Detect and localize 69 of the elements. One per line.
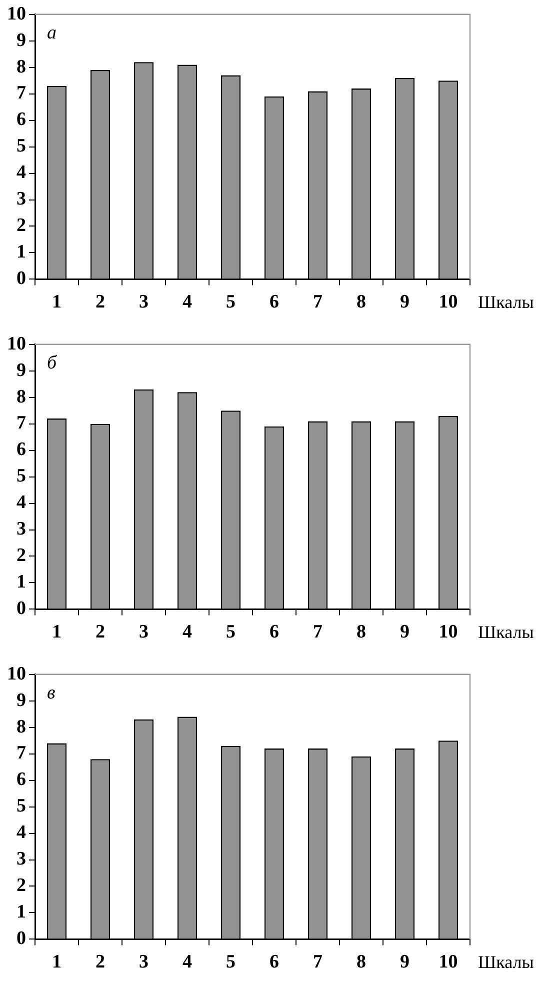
y-tick-label: 4 — [16, 492, 26, 514]
x-tick-label: 9 — [400, 622, 410, 643]
chart-title: а — [47, 22, 56, 44]
chart-title: б — [47, 352, 58, 374]
x-tick-label: 1 — [52, 952, 62, 973]
x-tick-label: 1 — [52, 622, 62, 643]
x-tick-label: 8 — [356, 952, 366, 973]
y-tick-label: 2 — [16, 215, 26, 236]
y-tick-label: 7 — [16, 82, 26, 104]
x-tick-label: 3 — [139, 952, 148, 973]
y-tick-label: 10 — [7, 3, 26, 24]
x-tick-label: 5 — [226, 952, 236, 973]
x-tick-label: 7 — [313, 952, 323, 973]
y-tick-label: 8 — [16, 56, 26, 78]
y-tick-label: 8 — [16, 386, 26, 408]
y-tick-label: 5 — [16, 466, 26, 487]
y-tick-label: 3 — [16, 188, 26, 210]
y-tick-label: 0 — [16, 268, 26, 290]
x-tick-label: 5 — [226, 622, 236, 643]
y-tick-label: 3 — [16, 848, 26, 870]
x-tick-label: 1 — [52, 292, 62, 313]
y-tick-label: 3 — [16, 518, 26, 540]
x-tick-label: 9 — [400, 952, 410, 973]
x-tick-label: 6 — [270, 952, 279, 973]
y-tick-label: 9 — [16, 30, 26, 51]
y-tick-label: 9 — [16, 690, 26, 711]
x-tick-label: 4 — [182, 952, 192, 973]
y-tick-label: 5 — [16, 796, 26, 817]
x-tick-label: 10 — [438, 952, 458, 973]
y-tick-label: 2 — [16, 875, 26, 896]
x-tick-label: 7 — [313, 622, 323, 643]
y-tick-label: 2 — [16, 545, 26, 566]
x-tick-label: 4 — [182, 292, 192, 313]
x-tick-label: 2 — [96, 622, 105, 643]
x-tick-label: 6 — [270, 292, 279, 313]
y-tick-label: 9 — [16, 360, 26, 381]
x-tick-label: 9 — [400, 292, 410, 313]
y-tick-label: 6 — [16, 439, 26, 460]
x-tick-label: 4 — [182, 622, 192, 643]
y-tick-label: 7 — [16, 412, 26, 434]
y-tick-label: 8 — [16, 716, 26, 738]
x-tick-label: 2 — [96, 292, 105, 313]
x-tick-label: 3 — [139, 292, 148, 313]
y-tick-label: 6 — [16, 769, 26, 790]
x-tick-label: 3 — [139, 622, 148, 643]
y-tick-label: 0 — [16, 598, 26, 620]
x-tick-label: 10 — [438, 622, 458, 643]
x-axis-title: Шкалы — [478, 622, 534, 642]
y-tick-label: 5 — [16, 136, 26, 157]
x-tick-label: 5 — [226, 292, 236, 313]
y-tick-label: 1 — [16, 572, 26, 593]
x-axis-title: Шкалы — [478, 292, 534, 312]
chart-title: в — [47, 682, 56, 704]
x-tick-label: 2 — [96, 952, 105, 973]
x-tick-label: 10 — [438, 292, 458, 313]
y-tick-label: 4 — [16, 162, 26, 184]
y-tick-label: 0 — [16, 928, 26, 950]
x-axis-title: Шкалы — [478, 952, 534, 972]
y-tick-label: 10 — [7, 333, 26, 354]
x-tick-label: 6 — [270, 622, 279, 643]
y-tick-label: 10 — [7, 663, 26, 684]
y-tick-label: 4 — [16, 822, 26, 844]
y-tick-label: 1 — [16, 902, 26, 923]
x-tick-label: 7 — [313, 292, 323, 313]
y-tick-label: 1 — [16, 242, 26, 263]
y-tick-label: 7 — [16, 742, 26, 764]
x-tick-label: 8 — [356, 292, 366, 313]
y-tick-label: 6 — [16, 109, 26, 130]
x-tick-label: 8 — [356, 622, 366, 643]
